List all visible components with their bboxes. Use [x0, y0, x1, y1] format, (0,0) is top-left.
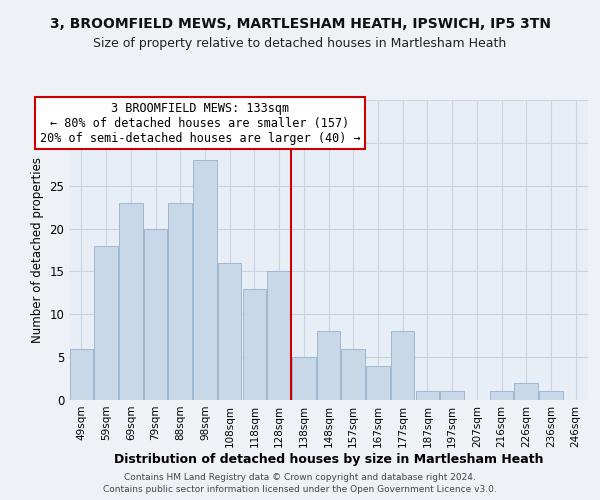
Y-axis label: Number of detached properties: Number of detached properties	[31, 157, 44, 343]
Bar	[514, 383, 538, 400]
Bar	[193, 160, 217, 400]
Bar	[391, 332, 415, 400]
Bar	[416, 392, 439, 400]
Text: Contains HM Land Registry data © Crown copyright and database right 2024.: Contains HM Land Registry data © Crown c…	[124, 472, 476, 482]
Bar	[119, 203, 143, 400]
Bar	[169, 203, 192, 400]
X-axis label: Distribution of detached houses by size in Martlesham Heath: Distribution of detached houses by size …	[114, 452, 543, 466]
Bar	[70, 348, 93, 400]
Bar	[440, 392, 464, 400]
Bar	[242, 288, 266, 400]
Bar	[144, 228, 167, 400]
Bar	[341, 348, 365, 400]
Text: 3, BROOMFIELD MEWS, MARTLESHAM HEATH, IPSWICH, IP5 3TN: 3, BROOMFIELD MEWS, MARTLESHAM HEATH, IP…	[49, 18, 551, 32]
Bar	[317, 332, 340, 400]
Bar	[490, 392, 513, 400]
Text: 3 BROOMFIELD MEWS: 133sqm
← 80% of detached houses are smaller (157)
20% of semi: 3 BROOMFIELD MEWS: 133sqm ← 80% of detac…	[40, 102, 360, 144]
Bar	[292, 357, 316, 400]
Bar	[218, 263, 241, 400]
Text: Size of property relative to detached houses in Martlesham Heath: Size of property relative to detached ho…	[94, 38, 506, 51]
Bar	[366, 366, 389, 400]
Bar	[268, 272, 291, 400]
Bar	[539, 392, 563, 400]
Bar	[94, 246, 118, 400]
Text: Contains public sector information licensed under the Open Government Licence v3: Contains public sector information licen…	[103, 485, 497, 494]
